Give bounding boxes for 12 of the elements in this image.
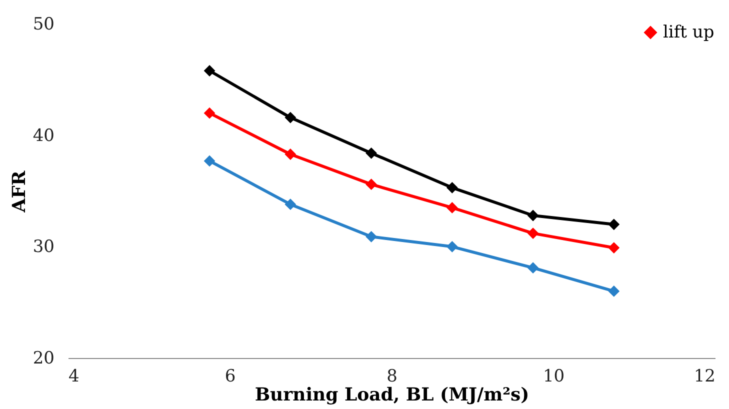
y-tick-label: 40 <box>32 126 54 146</box>
y-tick-label: 30 <box>32 237 54 258</box>
x-tick-label: 6 <box>224 366 236 386</box>
legend-label: lift up <box>663 22 714 42</box>
x-axis-title: Burning Load, BL (MJ/m²s) <box>254 384 530 406</box>
y-tick-label: 50 <box>32 14 54 34</box>
x-tick-label: 8 <box>386 366 398 386</box>
y-axis-title: AFR <box>8 170 30 214</box>
y-tick-label: 20 <box>32 348 54 368</box>
x-tick-label: 4 <box>68 366 80 386</box>
x-tick-label: 10 <box>542 366 565 386</box>
x-tick-label: 12 <box>694 366 716 386</box>
